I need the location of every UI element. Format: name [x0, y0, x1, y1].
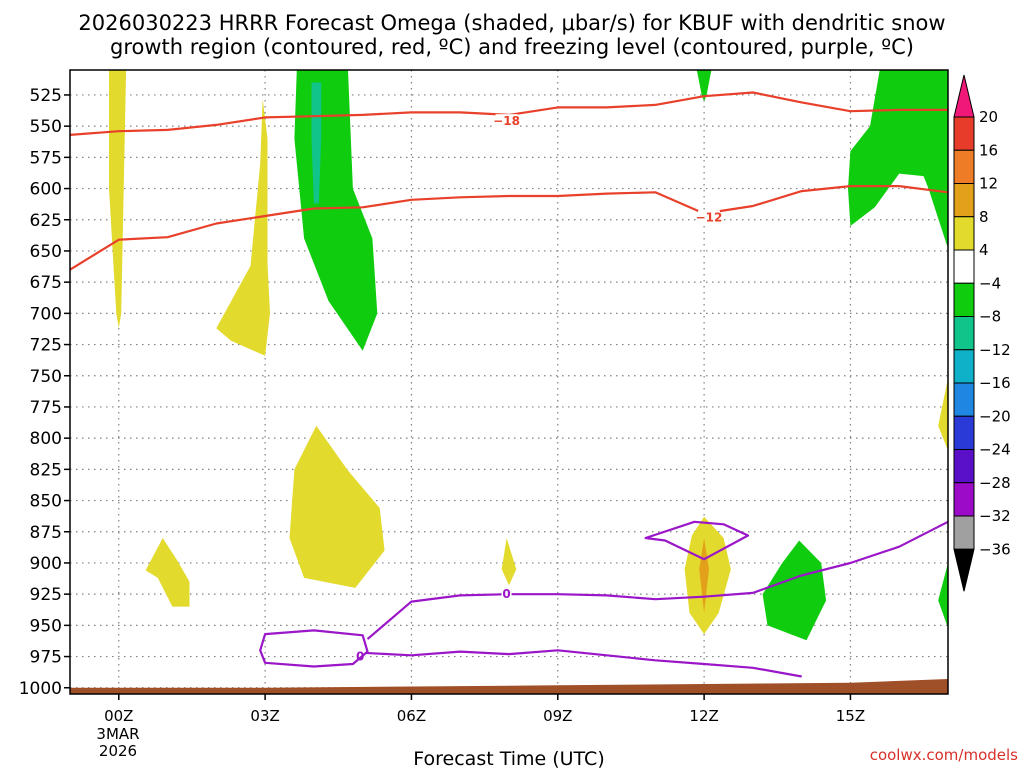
colorbar: 20 16 12 8 4 −4 −8 −12 −16 −20 −24 −28 −32 −36	[953, 74, 1011, 592]
y-tick-label-700: 700	[30, 304, 62, 324]
y-tick-label-625: 625	[30, 211, 62, 231]
x-axis-label: Forecast Time (UTC)	[413, 748, 604, 768]
y-tick-label-775: 775	[30, 398, 62, 418]
omega-yellow-00z-upper	[109, 70, 127, 329]
y-tick-label-650: 650	[30, 242, 62, 262]
freezing-level-loop-right	[644, 520, 750, 561]
colorbar-block	[953, 316, 975, 351]
chart-title-line2: growth region (contoured, red, ºC) and f…	[110, 35, 914, 59]
freezing-level-main-label-bg	[501, 587, 512, 601]
colorbar-bottom-arrow	[953, 548, 975, 592]
chart-title: 2026030223 HRRR Forecast Omega (shaded, …	[78, 11, 945, 35]
omega-yellow-03z	[216, 98, 270, 356]
freezing-level-main	[366, 520, 949, 640]
colorbar-top-arrow	[953, 74, 975, 118]
colorbar-tick-label: −16	[979, 374, 1011, 392]
credit-text: coolwx.com/models	[870, 746, 1018, 764]
colorbar-tick-label: −36	[979, 540, 1011, 558]
omega-green-17z-right	[938, 563, 948, 628]
y-tick-label-975: 975	[30, 648, 62, 668]
dgz-minus-12-label: −12	[696, 210, 723, 224]
colorbar-tick-label: −8	[979, 308, 1001, 326]
y-tick-label-750: 750	[30, 367, 62, 387]
y-tick-label-950: 950	[30, 616, 62, 636]
freezing-level-lower	[362, 649, 802, 678]
y-tick-label-925: 925	[30, 585, 62, 605]
colorbar-tick-label: 8	[979, 208, 989, 226]
colorbar-tick-label: −24	[979, 441, 1011, 459]
x-tick-label-12Z: 12Z	[689, 707, 718, 725]
y-tick-label-875: 875	[30, 523, 62, 543]
colorbar-block	[953, 382, 975, 417]
x-tick-label-06Z: 06Z	[397, 707, 426, 725]
y-tick-label-1000: 1000	[19, 679, 62, 699]
colorbar-tick-label: −4	[979, 274, 1001, 292]
terrain-layer	[70, 679, 948, 694]
colorbar-block	[953, 282, 975, 317]
colorbar-tick-label: −20	[979, 407, 1011, 425]
dgz-minus-18-label: −18	[493, 114, 520, 128]
colorbar-block	[953, 149, 975, 184]
dgz-minus-12-label-bg	[697, 210, 720, 224]
x-axis-ticks: 00Z 03Z 06Z 09Z 12Z 15Z	[104, 694, 865, 725]
colorbar-block	[953, 515, 975, 550]
x-tick-label-09Z: 09Z	[543, 707, 572, 725]
terrain	[70, 679, 948, 694]
y-tick-label-825: 825	[30, 460, 62, 480]
y-tick-label-600: 600	[30, 180, 62, 200]
dgz-minus-12	[69, 185, 949, 271]
x-tick-label-15Z: 15Z	[836, 707, 865, 725]
omega-yellow-04z-lower	[289, 425, 385, 588]
y-tick-label-800: 800	[30, 429, 62, 449]
colorbar-block	[953, 482, 975, 517]
colorbar-tick-label: 4	[979, 241, 989, 259]
omega-yellow-01z-lower	[145, 538, 190, 607]
colorbar-block	[953, 116, 975, 151]
plot-frame	[69, 69, 949, 695]
omega-green-12z-top	[696, 70, 712, 102]
colorbar-block	[953, 415, 975, 450]
y-tick-label-900: 900	[30, 554, 62, 574]
omega-yellow-08z-lower	[501, 538, 517, 586]
omega-teal-04z	[311, 82, 322, 204]
colorbar-tick-label: 12	[979, 175, 998, 193]
y-tick-label-850: 850	[30, 492, 62, 512]
x-date-line-month: 3MAR	[96, 725, 139, 743]
colorbar-tick-label: 20	[979, 108, 998, 126]
y-axis-ticks: 525 550 575 600 625 650 675 700 725 750 775 800 825 8…	[19, 86, 70, 699]
x-tick-label-00Z: 00Z	[104, 707, 133, 725]
y-tick-label-525: 525	[30, 86, 62, 106]
omega-shading-layer	[109, 70, 948, 641]
dgz-minus-18-label-bg	[495, 114, 518, 128]
colorbar-block	[953, 183, 975, 218]
colorbar-tick-label: −12	[979, 341, 1011, 359]
x-tick-label-03Z: 03Z	[250, 707, 279, 725]
colorbar-block	[953, 349, 975, 384]
colorbar-tick-label: 16	[979, 141, 998, 159]
colorbar-tick-label: −28	[979, 474, 1011, 492]
omega-green-14z	[762, 540, 827, 641]
y-tick-label-725: 725	[30, 336, 62, 356]
colorbar-block	[953, 216, 975, 251]
colorbar-tick-label: −32	[979, 507, 1011, 525]
omega-yellow-17z-right	[938, 378, 948, 451]
colorbar-block	[953, 249, 975, 284]
x-date-line-year: 2026	[99, 742, 137, 760]
freezing-level-main-label: 0	[502, 587, 510, 601]
freezing-level-loop-left	[259, 629, 369, 668]
freezing-level-lower-label-bg	[355, 649, 366, 663]
omega-green-16z	[848, 70, 948, 249]
y-tick-label-550: 550	[30, 117, 62, 137]
y-tick-label-675: 675	[30, 273, 62, 293]
colorbar-block	[953, 449, 975, 484]
y-tick-label-575: 575	[30, 148, 62, 168]
